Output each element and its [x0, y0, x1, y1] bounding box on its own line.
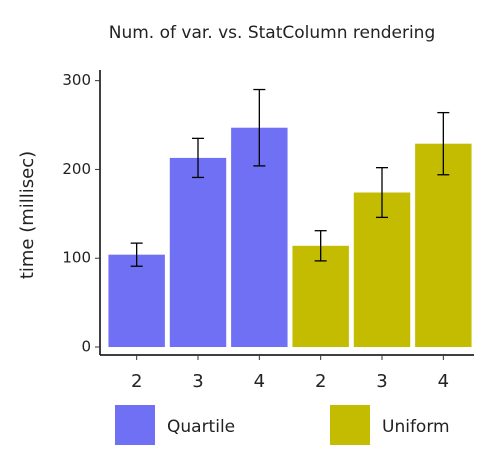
bar — [108, 254, 165, 348]
legend-swatch — [115, 405, 155, 445]
bar — [353, 192, 411, 348]
legend-label: Uniform — [382, 417, 450, 437]
x-tick-label: 2 — [315, 371, 326, 392]
legend-label: Quartile — [167, 417, 235, 437]
y-tick-label: 300 — [62, 71, 91, 89]
bar — [415, 143, 472, 348]
y-axis-label: time (millisec) — [17, 151, 38, 279]
bar — [292, 245, 349, 348]
y-tick-label: 0 — [81, 338, 91, 356]
x-tick-label: 2 — [131, 371, 142, 392]
y-tick-label: 200 — [62, 160, 91, 178]
y-tick-label: 100 — [62, 249, 91, 267]
x-tick-label: 4 — [254, 371, 265, 392]
chart-title: Num. of var. vs. StatColumn rendering — [109, 23, 436, 43]
x-tick-label: 3 — [376, 371, 387, 392]
legend-swatch — [330, 405, 370, 445]
x-tick-label: 4 — [438, 371, 449, 392]
x-tick-label: 3 — [192, 371, 203, 392]
bar — [169, 157, 227, 348]
